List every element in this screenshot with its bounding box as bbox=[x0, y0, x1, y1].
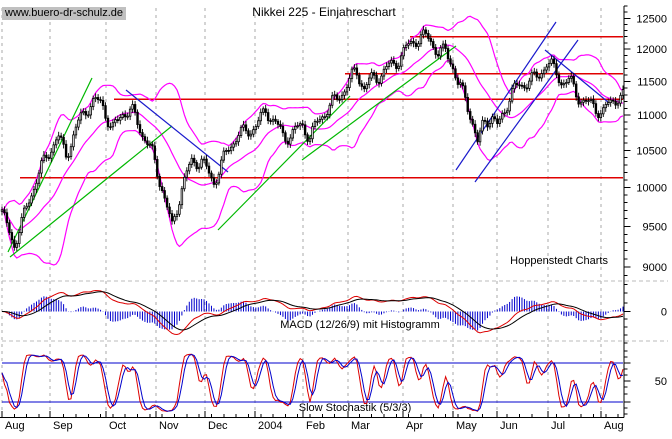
price-axis-label: 12500 bbox=[636, 13, 667, 25]
x-axis-label: Oct bbox=[109, 420, 126, 432]
price-axis-label: 11000 bbox=[637, 110, 667, 122]
macd-signal-line bbox=[2, 291, 624, 331]
stochastic-panel-label: Slow Stochastik (5/3/3) bbox=[298, 402, 412, 414]
price-axis-label: 10000 bbox=[636, 182, 667, 194]
macd-panel bbox=[1, 289, 624, 336]
stochastic-k-line bbox=[1, 353, 624, 413]
price-axis-label: 9000 bbox=[643, 262, 667, 274]
price-axis-label: 11500 bbox=[637, 76, 667, 88]
stochastic-d-line bbox=[1, 353, 624, 412]
x-axis-label: Dec bbox=[208, 420, 228, 432]
x-axis-label: Jul bbox=[551, 420, 565, 432]
x-axis-label: Feb bbox=[306, 420, 325, 432]
x-axis-label: Apr bbox=[406, 420, 423, 432]
x-axis-label: Nov bbox=[159, 420, 179, 432]
macd-zero-label: 0 bbox=[661, 307, 667, 319]
x-axis-label: Aug bbox=[5, 420, 25, 432]
x-axis-label: May bbox=[456, 420, 477, 432]
bollinger-upper bbox=[1, 15, 624, 211]
price-axis-label: 12000 bbox=[636, 44, 667, 56]
x-axis-label: Aug bbox=[604, 420, 624, 432]
bollinger-lower bbox=[1, 59, 624, 266]
stochastic-panel bbox=[1, 353, 624, 413]
gridlines bbox=[1, 8, 668, 417]
macd-line bbox=[1, 289, 624, 336]
stochastic-mid-label: 50 bbox=[655, 376, 667, 388]
candlestick-series bbox=[0, 25, 625, 251]
branding-label: Hoppenstedt Charts bbox=[510, 255, 608, 267]
page-title: Nikkei 225 - Einjahreschart bbox=[252, 5, 396, 19]
macd-panel-label: MACD (12/26/9) mit Histogramm bbox=[280, 319, 440, 331]
resistance-lines bbox=[20, 35, 623, 179]
price-axis-label: 9500 bbox=[643, 221, 667, 233]
x-axis-label: 2004 bbox=[258, 420, 282, 432]
macd-histogram bbox=[3, 296, 624, 331]
x-axis-label: Jun bbox=[500, 420, 518, 432]
watermark: www.buero-dr-schulz.de bbox=[2, 7, 126, 20]
x-axis-label: Sep bbox=[53, 420, 73, 432]
price-axis-label: 10500 bbox=[636, 145, 667, 157]
x-axis-label: Mar bbox=[351, 420, 370, 432]
axes: 12500 12000 11500 11000 10500 10000 9500 9000 0 5… bbox=[0, 5, 667, 432]
